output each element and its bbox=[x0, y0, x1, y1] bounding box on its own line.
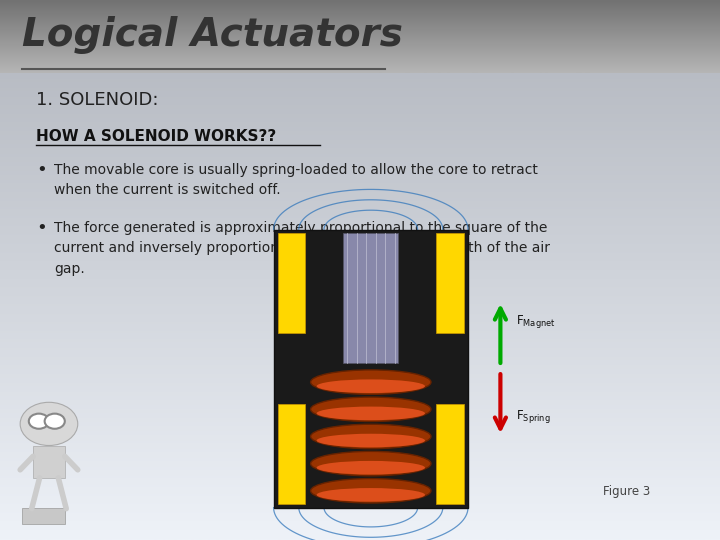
Text: HOW A SOLENOID WORKS??: HOW A SOLENOID WORKS?? bbox=[36, 129, 276, 144]
Ellipse shape bbox=[317, 434, 425, 447]
Ellipse shape bbox=[317, 380, 425, 393]
Text: •: • bbox=[36, 161, 47, 179]
Bar bbox=[436, 233, 464, 333]
Bar bbox=[274, 230, 468, 508]
Bar bbox=[33, 446, 65, 478]
Circle shape bbox=[20, 402, 78, 446]
Bar bbox=[278, 404, 305, 504]
Ellipse shape bbox=[310, 451, 431, 476]
Bar bbox=[436, 404, 464, 504]
Text: F$_{\mathregular{Spring}}$: F$_{\mathregular{Spring}}$ bbox=[516, 408, 551, 424]
Text: Logical Actuators: Logical Actuators bbox=[22, 16, 402, 54]
Text: gap.: gap. bbox=[54, 262, 85, 276]
Ellipse shape bbox=[310, 370, 431, 394]
Text: •: • bbox=[36, 219, 47, 237]
Text: when the current is switched off.: when the current is switched off. bbox=[54, 183, 281, 197]
Text: The movable core is usually spring-loaded to allow the core to retract: The movable core is usually spring-loade… bbox=[54, 163, 538, 177]
Ellipse shape bbox=[317, 488, 425, 502]
Bar bbox=[278, 233, 305, 333]
Ellipse shape bbox=[317, 461, 425, 475]
Text: 1. SOLENOID:: 1. SOLENOID: bbox=[36, 91, 158, 109]
Circle shape bbox=[45, 414, 65, 429]
Bar bbox=[22, 508, 65, 524]
Text: F$_{\mathregular{Magnet}}$: F$_{\mathregular{Magnet}}$ bbox=[516, 313, 556, 329]
Text: The force generated is approximately proportional to the square of the: The force generated is approximately pro… bbox=[54, 221, 547, 235]
Text: current and inversely proportional to the square of the length of the air: current and inversely proportional to th… bbox=[54, 241, 550, 255]
Ellipse shape bbox=[310, 478, 431, 503]
Ellipse shape bbox=[317, 407, 425, 420]
Text: Figure 3: Figure 3 bbox=[603, 485, 650, 498]
Circle shape bbox=[29, 414, 49, 429]
Ellipse shape bbox=[310, 397, 431, 422]
Ellipse shape bbox=[310, 424, 431, 449]
Bar bbox=[343, 233, 398, 363]
